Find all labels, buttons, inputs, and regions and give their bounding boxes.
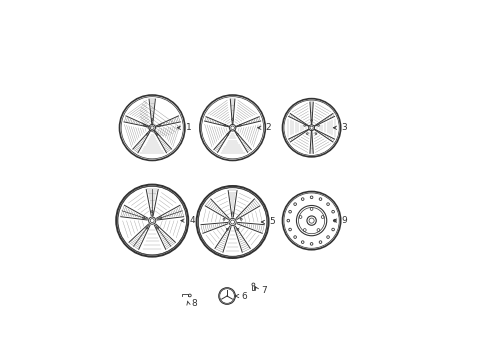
- Text: 7: 7: [261, 286, 266, 295]
- Text: 2: 2: [265, 123, 271, 132]
- Text: 5: 5: [269, 217, 275, 226]
- Text: 1: 1: [185, 123, 191, 132]
- Text: 4: 4: [189, 216, 194, 225]
- Text: 6: 6: [241, 292, 246, 301]
- Text: 9: 9: [341, 216, 346, 225]
- Text: 3: 3: [341, 123, 346, 132]
- Text: 8: 8: [191, 299, 197, 308]
